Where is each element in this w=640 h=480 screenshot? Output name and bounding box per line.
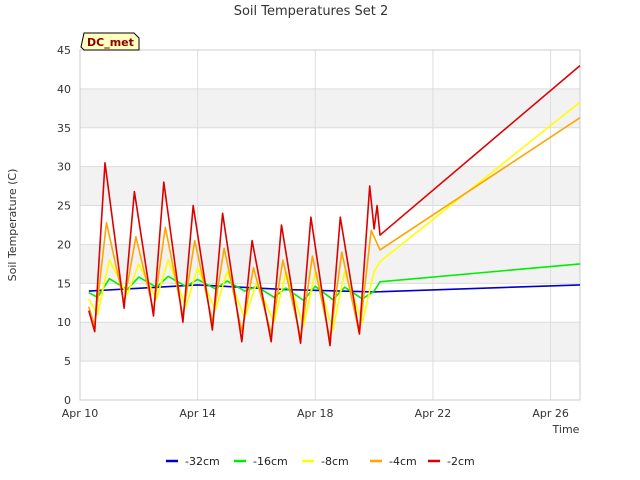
y-tick-label: 15 bbox=[57, 277, 71, 290]
chart-title: Soil Temperatures Set 2 bbox=[234, 4, 389, 19]
legend: -32cm -16cm -8cm -4cm -2cm bbox=[166, 455, 475, 468]
legend-item: -16cm bbox=[234, 455, 288, 468]
y-tick-label: 10 bbox=[57, 316, 71, 329]
legend-item: -32cm bbox=[166, 455, 220, 468]
y-tick-label: 5 bbox=[64, 355, 71, 368]
y-axis-title: Soil Temperature (C) bbox=[6, 169, 19, 282]
grid-band bbox=[80, 88, 580, 128]
grid-band bbox=[80, 244, 580, 284]
plot-background bbox=[80, 50, 580, 400]
legend-item: -8cm bbox=[302, 455, 349, 468]
x-tick-label: Apr 14 bbox=[179, 407, 216, 420]
legend-label: -16cm bbox=[253, 455, 288, 468]
legend-label: -8cm bbox=[321, 455, 349, 468]
x-tick-label: Apr 22 bbox=[415, 407, 452, 420]
legend-label: -32cm bbox=[185, 455, 220, 468]
x-axis-title: Time bbox=[552, 423, 580, 436]
y-tick-labels: 0 5 10 15 20 25 30 35 40 45 bbox=[57, 44, 71, 407]
x-tick-label: Apr 26 bbox=[532, 407, 569, 420]
plot-border bbox=[79, 49, 581, 401]
badge-shape bbox=[80, 32, 140, 51]
y-tick-label: 35 bbox=[57, 122, 71, 135]
station-badge: DC_met bbox=[80, 32, 140, 51]
series-line-minus-2cm bbox=[88, 64, 581, 347]
y-tick-label: 0 bbox=[64, 394, 71, 407]
x-tick-label: Apr 10 bbox=[62, 407, 99, 420]
legend-item: -2cm bbox=[428, 455, 475, 468]
y-tick-label: 20 bbox=[57, 238, 71, 251]
legend-label: -2cm bbox=[447, 455, 475, 468]
y-tick-label: 40 bbox=[57, 83, 71, 96]
x-tick-labels: Apr 10 Apr 14 Apr 18 Apr 22 Apr 26 bbox=[62, 407, 569, 420]
grid-band bbox=[80, 166, 580, 206]
y-tick-label: 30 bbox=[57, 161, 71, 174]
badge-text: DC_met bbox=[87, 36, 134, 49]
series-line-minus-4cm bbox=[88, 117, 581, 341]
series-line-minus-32cm bbox=[88, 284, 581, 293]
series-lines bbox=[88, 64, 581, 347]
y-tick-label: 25 bbox=[57, 200, 71, 213]
y-tick-label: 45 bbox=[57, 44, 71, 57]
x-tick-label: Apr 18 bbox=[297, 407, 334, 420]
legend-item: -4cm bbox=[370, 455, 417, 468]
legend-label: -4cm bbox=[389, 455, 417, 468]
